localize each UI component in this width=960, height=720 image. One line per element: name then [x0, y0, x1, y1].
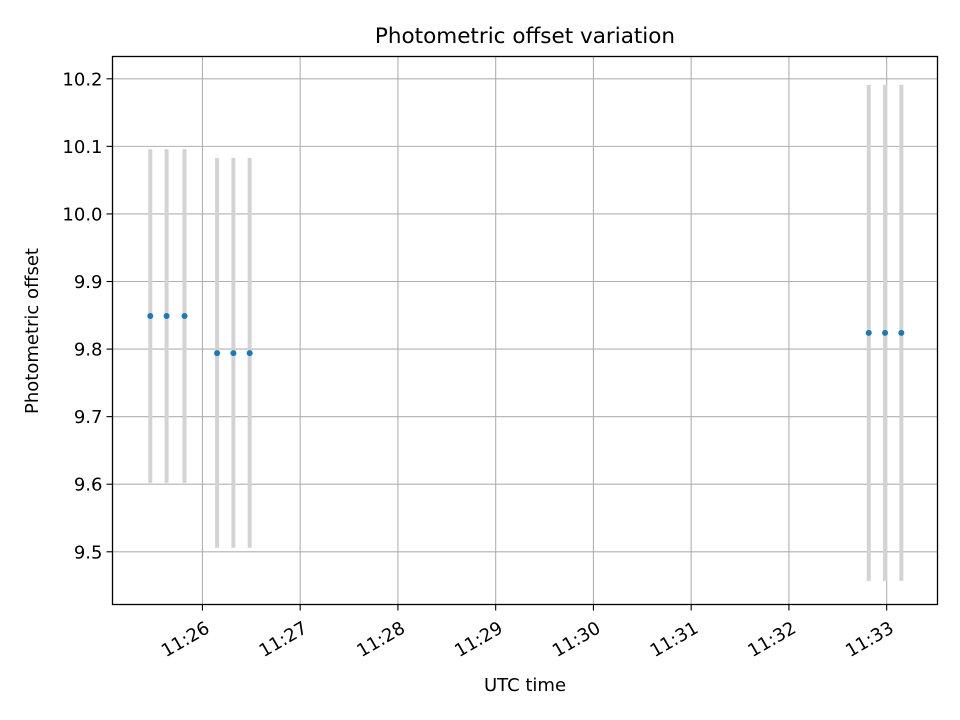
y-axis-title: Photometric offset [22, 248, 43, 414]
data-points [147, 312, 905, 357]
data-point [882, 329, 889, 336]
y-tick-label: 10.1 [62, 137, 102, 158]
y-tick-label: 9.5 [74, 542, 103, 563]
y-tick-label: 10.0 [62, 204, 102, 225]
data-point [865, 329, 872, 336]
data-point [230, 350, 237, 357]
data-point [898, 329, 905, 336]
y-tick-label: 9.6 [74, 475, 103, 496]
data-point [246, 350, 253, 357]
chart-title: Photometric offset variation [375, 24, 675, 49]
x-tick-label: 11:29 [451, 618, 506, 662]
data-point [181, 312, 188, 319]
grid [112, 56, 938, 605]
x-tick-label: 11:31 [647, 618, 702, 662]
data-point [163, 312, 170, 319]
ticks: 11:26 11:27 11:28 11:29 11:30 11:31 11:32 11:33… [62, 69, 897, 662]
x-tick-label: 11:27 [256, 618, 311, 662]
data-point [147, 312, 154, 319]
plot-frame [111, 55, 939, 606]
x-tick-label: 11:28 [353, 618, 408, 662]
data-point [214, 350, 221, 357]
y-tick-label: 10.2 [62, 69, 102, 90]
x-tick-label: 11:33 [842, 618, 897, 662]
x-axis-title: UTC time [484, 675, 566, 696]
y-tick-label: 9.7 [74, 407, 103, 428]
x-tick-label: 11:26 [158, 618, 213, 662]
x-tick-label: 11:32 [744, 618, 799, 662]
x-tick-label: 11:30 [549, 618, 604, 662]
y-tick-label: 9.8 [74, 340, 103, 361]
y-tick-label: 9.9 [74, 272, 103, 293]
